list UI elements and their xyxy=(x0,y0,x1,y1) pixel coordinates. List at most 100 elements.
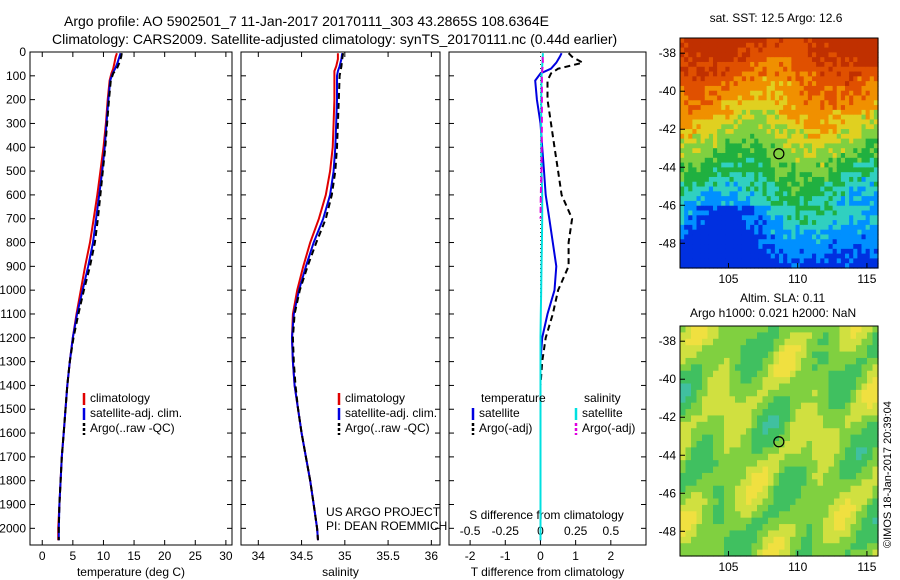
sla-map-cell xyxy=(817,453,824,461)
sst-map-cell xyxy=(770,157,776,164)
sla-map-cell xyxy=(872,524,879,532)
sla-map-cell xyxy=(691,332,698,340)
sla-map-cell xyxy=(773,498,780,506)
sst-map-cell xyxy=(750,71,755,77)
sla-map-cell xyxy=(696,498,703,506)
sst-map-cell xyxy=(865,167,871,173)
sst-map-cell xyxy=(774,191,780,197)
sst-map-cell xyxy=(824,109,830,116)
sst-map-cell xyxy=(853,200,858,207)
sst-map-cell xyxy=(758,95,764,101)
sst-map-cell xyxy=(853,95,858,101)
sst-map-cell xyxy=(717,42,722,49)
sst-map-cell xyxy=(680,253,685,260)
sst-map-cell xyxy=(812,129,817,135)
sst-map-cell xyxy=(688,234,693,240)
sst-map-cell xyxy=(803,105,809,111)
sst-map-cell xyxy=(762,114,768,121)
sst-map-cell xyxy=(762,239,768,245)
sla-map-cell xyxy=(784,543,791,551)
sla-map-cell xyxy=(707,460,714,468)
sst-map-cell xyxy=(741,258,747,264)
sla-map-cell xyxy=(839,357,846,365)
sla-map-cell xyxy=(823,434,830,442)
sla-map-cell xyxy=(779,517,786,525)
sst-map-cell xyxy=(758,109,764,116)
sla-map-cell xyxy=(856,345,863,353)
sst-map-cell xyxy=(704,186,710,192)
sla-map-cell xyxy=(812,517,819,525)
sst-map-cell xyxy=(708,81,714,87)
sla-map-cell xyxy=(850,441,857,448)
sla-map-cell xyxy=(757,453,764,461)
temperature-panel-xtick-label: 0 xyxy=(39,549,46,563)
sst-map-cell xyxy=(836,124,842,130)
sst-map-cell xyxy=(873,76,879,82)
sla-map-cell xyxy=(790,332,797,340)
sst-map-cell xyxy=(729,167,735,173)
sst-map-cell xyxy=(783,191,788,197)
sst-map-cell xyxy=(737,143,743,149)
sst-map-cell xyxy=(692,253,698,260)
sst-map-cell xyxy=(721,220,726,226)
sst-map-cell xyxy=(779,224,784,231)
sla-map-cell xyxy=(707,498,714,506)
temperature-panel-ytick-label: 1600 xyxy=(0,426,26,440)
sla-map-cell xyxy=(735,421,742,429)
sla-map-cell xyxy=(801,504,808,512)
sla-map-cell xyxy=(746,466,753,474)
sst-map-cell xyxy=(865,57,871,63)
sst-map-cell xyxy=(713,200,718,207)
sst-map-cell xyxy=(795,234,801,240)
sst-map-cell xyxy=(704,105,710,111)
sst-map-cell xyxy=(807,133,813,140)
sla-map-cell xyxy=(856,357,863,365)
sst-map-cell xyxy=(746,124,751,130)
sst-map-cell xyxy=(762,167,768,173)
sst-map-cell xyxy=(704,263,710,269)
sst-map-cell xyxy=(758,181,764,188)
sla-map-cell xyxy=(872,530,879,538)
sst-map-cell xyxy=(832,239,838,245)
sst-map-cell xyxy=(741,196,747,202)
sst-map-cell xyxy=(836,47,842,53)
sla-map-cell xyxy=(735,370,742,378)
sla-map-cell xyxy=(801,472,808,480)
sst-map-cell xyxy=(758,133,764,140)
sla-map-cell xyxy=(806,332,813,340)
sst-map-cell xyxy=(754,90,759,97)
sla-map-cell xyxy=(784,402,791,410)
sla-map-cell xyxy=(768,415,775,423)
sst-map-cell xyxy=(708,191,714,197)
sst-map-cell xyxy=(873,224,879,231)
sst-map-cell xyxy=(680,176,685,183)
sst-map-cell xyxy=(865,253,871,260)
sst-map-cell xyxy=(708,38,714,44)
temperature-panel-series-line xyxy=(57,52,122,541)
sla-map-cell xyxy=(795,549,802,557)
sst-map-cell xyxy=(799,124,805,130)
sst-map-cell xyxy=(787,148,792,154)
sla-map-cell xyxy=(762,345,769,353)
sla-map-cell xyxy=(740,326,747,333)
sst-map-cell xyxy=(680,191,685,197)
sst-map-cell xyxy=(824,229,830,236)
sst-map-cell xyxy=(766,153,772,159)
sla-map-cell xyxy=(724,377,731,385)
salinity-panel-xtick-label: 35 xyxy=(338,549,352,563)
sla-map-cell xyxy=(801,409,808,417)
sla-map-cell xyxy=(828,351,835,359)
sla-map-cell xyxy=(702,492,709,500)
sst-map-cell xyxy=(836,133,842,140)
sst-map-cell xyxy=(791,172,797,178)
sla-map-cell xyxy=(757,377,764,385)
sst-map-cell xyxy=(713,81,718,87)
sst-map-cell xyxy=(741,253,747,260)
sst-map-cell xyxy=(746,253,751,260)
sla-map-cell xyxy=(817,421,824,429)
sst-map-cell xyxy=(737,258,743,264)
sla-map-cell xyxy=(806,447,813,455)
sst-map-cell xyxy=(849,129,854,135)
sst-map-cell xyxy=(803,215,809,221)
sst-map-cell xyxy=(828,114,834,121)
